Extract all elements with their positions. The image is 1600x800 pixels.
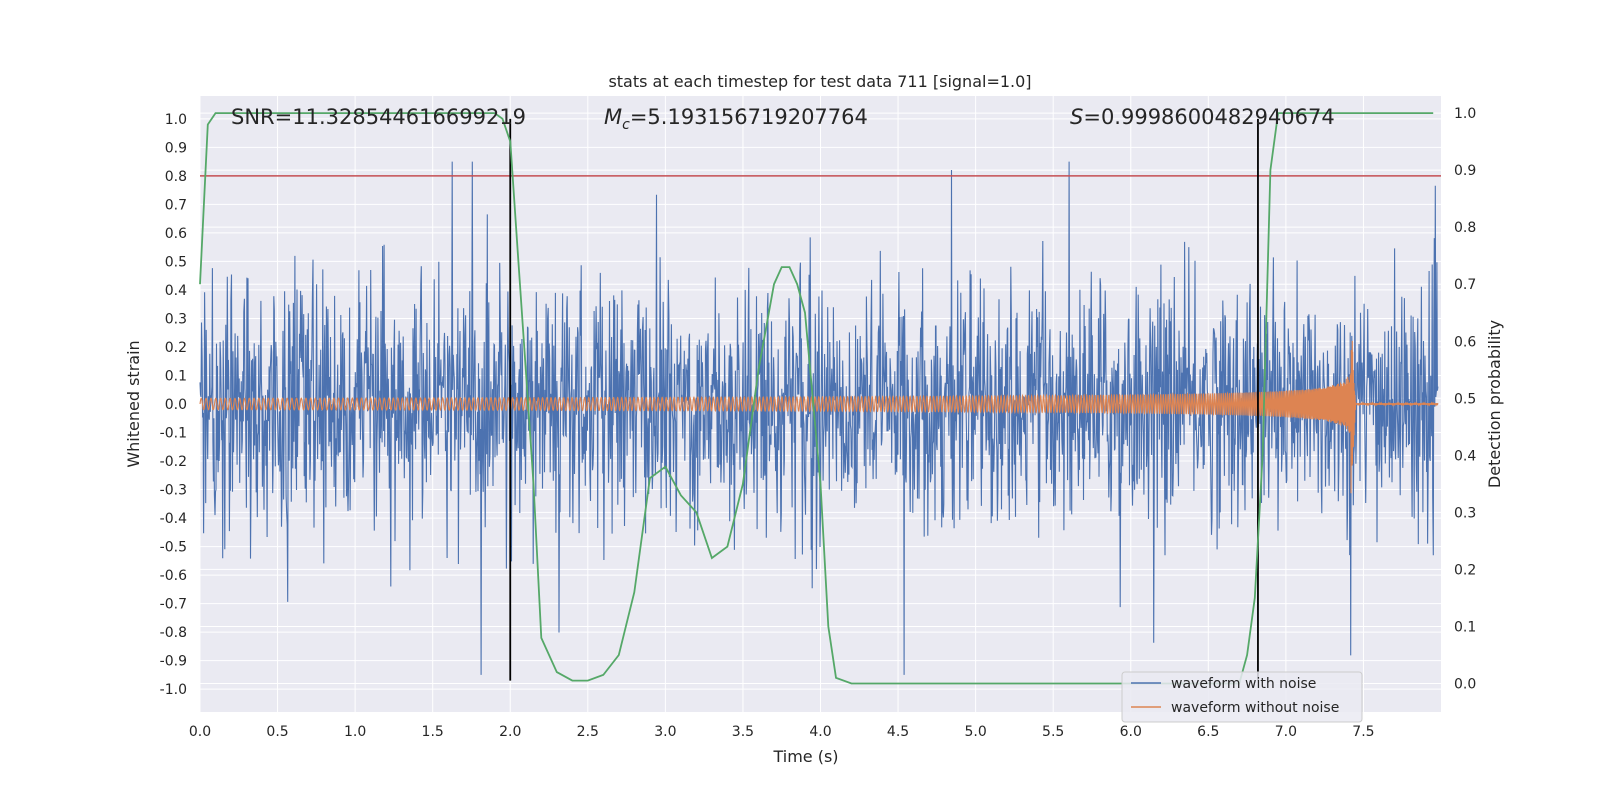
y-axis-label: Whitened strain [124,340,143,467]
clean-waveform-line [199,340,1439,494]
y-tick-label: 0.5 [165,254,187,270]
score-annotation: S=0.9998600482940674 [1070,105,1335,129]
y-tick-label: -0.2 [160,454,187,470]
y-tick-label: -0.5 [160,540,187,556]
legend: waveform with noise waveform without noi… [1121,671,1363,723]
legend-box [1121,671,1363,723]
x-tick-label: 1.0 [344,724,366,740]
y-right-tick-label: 0.5 [1454,391,1476,407]
x-tick-label: 7.0 [1275,724,1297,740]
x-axis-label: Time (s) [772,747,838,766]
x-tick-label: 6.0 [1120,724,1142,740]
y-right-tick-label: 0.1 [1454,619,1476,635]
y-tick-label: -0.6 [160,568,187,584]
x-tick-label: 3.5 [732,724,754,740]
y-tick-label: 0.1 [165,368,187,384]
y-tick-label: 0.4 [165,283,187,299]
y-tick-label: -0.8 [160,625,187,641]
y-right-tick-label: 0.8 [1454,220,1476,236]
y-right-tick-label: 0.2 [1454,562,1476,578]
y-tick-label: 0.8 [165,169,187,185]
x-tick-label: 2.0 [499,724,521,740]
x-tick-label: 7.5 [1352,724,1374,740]
y-right-tick-label: 0.4 [1454,448,1476,464]
y-tick-label: 0.7 [165,197,187,213]
y-tick-label: -0.4 [160,511,187,527]
x-tick-label: 0.5 [266,724,288,740]
y-right-tick-label: 0.6 [1454,334,1476,350]
noise-waveform-line [199,161,1439,675]
chirp-mass-subscript: c [622,117,630,133]
clean-waveform-layer [199,340,1439,494]
y-right-tick-label: 0.3 [1454,505,1476,521]
y-tick-label: 1.0 [165,112,187,128]
x-tick-label: 6.5 [1197,724,1219,740]
y-tick-label: 0.6 [165,226,187,242]
legend-label-noise: waveform with noise [1171,676,1316,692]
x-tick-label: 4.5 [887,724,909,740]
x-tick-label: 5.5 [1042,724,1064,740]
noise-waveform-layer [199,161,1439,675]
score-symbol: S [1070,105,1083,129]
chart-title: stats at each timestep for test data 711… [608,72,1031,91]
x-tick-label: 0.0 [189,724,211,740]
x-tick-label: 1.5 [422,724,444,740]
vertical-lines-layer [509,118,1259,681]
legend-label-clean: waveform without noise [1171,700,1339,716]
chirp-mass-annotation: Mc=5.193156719207764 [604,105,868,133]
y-tick-label: -0.9 [160,654,187,670]
y-right-tick-labels: 1.0 0.9 0.8 0.7 0.6 0.5 0.4 0.3 0.2 0.1 0.0 [1454,106,1476,692]
score-value: =0.9998600482940674 [1083,105,1334,129]
y-tick-label: -0.1 [160,426,187,442]
y-tick-label: -1.0 [160,682,187,698]
y-right-tick-label: 0.0 [1454,676,1476,692]
y-right-tick-label: 0.9 [1454,163,1476,179]
y-right-tick-label: 1.0 [1454,106,1476,122]
chirp-mass-value: =5.193156719207764 [630,105,868,129]
y-tick-label: -0.7 [160,597,187,613]
chirp-mass-symbol: M [604,105,622,129]
x-tick-labels: 0.0 0.5 1.0 1.5 2.0 2.5 3.0 3.5 4.0 4.5 5.0 5.5 6.0 6… [189,724,1375,740]
x-tick-label: 3.0 [654,724,676,740]
x-tick-label: 4.0 [809,724,831,740]
y-tick-labels: 1.0 0.9 0.8 0.7 0.6 0.5 0.4 0.3 0.2 0.1 0.0 -0.1 -0.… [160,112,187,698]
y-tick-label: 0.2 [165,340,187,356]
y-tick-label: 0.0 [165,397,187,413]
y-tick-label: -0.3 [160,483,187,499]
snr-annotation: SNR=11.328544616699219 [231,105,526,129]
y-tick-label: 0.3 [165,311,187,327]
y-right-tick-label: 0.7 [1454,277,1476,293]
x-tick-label: 5.0 [964,724,986,740]
y-right-axis-label: Detection probability [1485,320,1504,488]
y-tick-label: 0.9 [165,140,187,156]
x-tick-label: 2.5 [577,724,599,740]
